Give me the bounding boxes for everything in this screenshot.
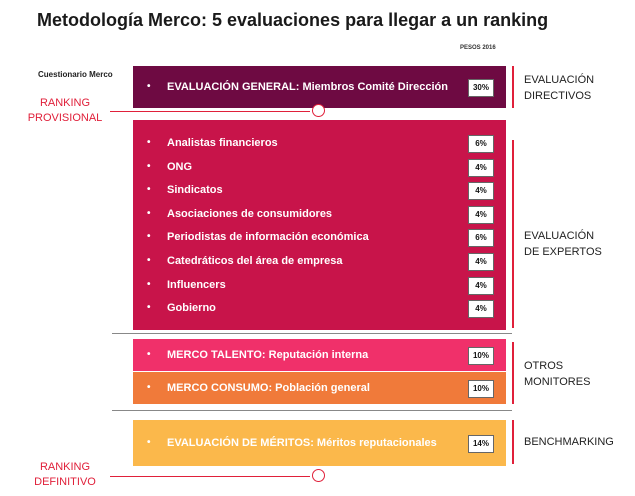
consumo-item: • MERCO CONSUMO: Población general 10% bbox=[133, 379, 506, 398]
separator-line bbox=[112, 333, 512, 334]
expertos-item: • ONG 4% bbox=[133, 158, 506, 177]
expertos-item-text: Analistas financieros bbox=[167, 137, 278, 149]
expertos-item-weight: 4% bbox=[468, 253, 494, 271]
directivos-group-label: EVALUACIÓN DIRECTIVOS bbox=[524, 72, 594, 104]
expertos-item: • Catedráticos del área de empresa 4% bbox=[133, 252, 506, 271]
benchmarking-bracket-line bbox=[512, 420, 514, 464]
expertos-item-weight: 4% bbox=[468, 158, 494, 177]
bullet-icon: • bbox=[147, 382, 151, 393]
ranking-definitivo-line2: DEFINITIVO bbox=[34, 476, 96, 488]
ranking-provisional-line1: RANKING bbox=[39, 97, 91, 109]
expertos-item-weight: 4% bbox=[468, 205, 494, 224]
bullet-icon: • bbox=[147, 349, 151, 360]
expertos-label-line2: DE EXPERTOS bbox=[524, 246, 602, 258]
ranking-definitivo-label: RANKING DEFINITIVO bbox=[20, 460, 110, 490]
expertos-item-weight: 4% bbox=[468, 276, 494, 295]
expertos-item: • Influencers 4% bbox=[133, 276, 506, 295]
bullet-icon: • bbox=[147, 160, 151, 172]
expertos-item-weight: 4% bbox=[468, 300, 494, 319]
expertos-item-text: Catedráticos del área de empresa bbox=[167, 255, 343, 267]
bullet-icon: • bbox=[147, 231, 151, 243]
expertos-bracket-line bbox=[512, 140, 514, 328]
ranking-definitivo-line1: RANKING bbox=[39, 461, 91, 473]
directivos-label-line1: EVALUACIÓN bbox=[524, 74, 595, 86]
expertos-box: • Analistas financieros 6% • ONG 4% • Sindicato… bbox=[133, 120, 506, 330]
expertos-item: • Asociaciones de consumidores 4% bbox=[133, 205, 506, 224]
expertos-item-text: Asociaciones de consumidores bbox=[167, 207, 333, 220]
meritos-item: • EVALUACIÓN DE MÉRITOS: Méritos reputac… bbox=[133, 434, 506, 453]
bullet-icon: • bbox=[147, 437, 151, 448]
expertos-group-label: EVALUACIÓN DE EXPERTOS bbox=[524, 228, 602, 260]
otros-label-line2: MONITORES bbox=[524, 376, 591, 388]
consumo-box: • MERCO CONSUMO: Población general 10% bbox=[133, 372, 506, 404]
bullet-icon: • bbox=[147, 184, 151, 196]
expertos-item-weight: 6% bbox=[468, 135, 494, 153]
expertos-item-weight: 4% bbox=[468, 182, 494, 201]
provisional-connector bbox=[110, 111, 310, 112]
directivos-item-weight: 30% bbox=[468, 79, 494, 97]
benchmarking-label-line1: BENCHMARKING bbox=[524, 436, 614, 448]
expertos-item-text: Periodistas de información económica bbox=[167, 231, 369, 244]
consumo-item-weight: 10% bbox=[468, 380, 494, 398]
directivos-box: • EVALUACIÓN GENERAL: Miembros Comité Di… bbox=[133, 66, 506, 108]
meritos-item-weight: 14% bbox=[468, 435, 494, 453]
page-title: Metodología Merco: 5 evaluaciones para l… bbox=[37, 10, 549, 30]
directivos-item: • EVALUACIÓN GENERAL: Miembros Comité Di… bbox=[133, 78, 506, 97]
meritos-item-text: EVALUACIÓN DE MÉRITOS: Méritos reputacio… bbox=[167, 437, 437, 449]
cuestionario-label: Cuestionario Merco bbox=[38, 70, 113, 79]
ranking-provisional-line2: PROVISIONAL bbox=[27, 112, 103, 124]
otros-group-label: OTROS MONITORES bbox=[524, 358, 590, 390]
expertos-item: • Analistas financieros 6% bbox=[133, 134, 506, 153]
bullet-icon: • bbox=[147, 278, 151, 290]
definitivo-circle-marker bbox=[312, 469, 325, 482]
directivos-item-text: EVALUACIÓN GENERAL: Miembros Comité Dire… bbox=[167, 81, 448, 93]
meritos-box: • EVALUACIÓN DE MÉRITOS: Méritos reputac… bbox=[133, 420, 506, 466]
expertos-item-weight: 6% bbox=[468, 229, 494, 248]
benchmarking-group-label: BENCHMARKING bbox=[524, 434, 614, 450]
directivos-bracket-line bbox=[512, 66, 514, 108]
expertos-item: • Gobierno 4% bbox=[133, 299, 506, 319]
bullet-icon: • bbox=[147, 137, 151, 148]
bullet-icon: • bbox=[147, 81, 151, 92]
talento-item: • MERCO TALENTO: Reputación interna 10% bbox=[133, 346, 506, 365]
bullet-icon: • bbox=[147, 255, 151, 266]
otros-label-line1: OTROS bbox=[524, 360, 564, 372]
bullet-icon: • bbox=[147, 207, 151, 219]
talento-item-weight: 10% bbox=[468, 347, 494, 365]
expertos-item-text: Gobierno bbox=[167, 302, 216, 315]
expertos-item-text: ONG bbox=[167, 160, 193, 173]
ranking-provisional-label: RANKING PROVISIONAL bbox=[20, 96, 110, 126]
pesos-label: PESOS 2016 bbox=[460, 45, 496, 51]
otros-bracket-line bbox=[512, 342, 514, 404]
provisional-circle-marker bbox=[312, 104, 325, 117]
directivos-label-line2: DIRECTIVOS bbox=[524, 90, 592, 102]
separator-line bbox=[112, 410, 512, 411]
definitivo-connector bbox=[110, 476, 310, 477]
expertos-item: • Sindicatos 4% bbox=[133, 181, 506, 201]
expertos-label-line1: EVALUACIÓN bbox=[524, 230, 595, 242]
expertos-item: • Periodistas de información económica 6% bbox=[133, 228, 506, 248]
bullet-icon: • bbox=[147, 302, 151, 314]
expertos-item-text: Influencers bbox=[167, 278, 226, 291]
consumo-item-text: MERCO CONSUMO: Población general bbox=[167, 382, 370, 394]
talento-box: • MERCO TALENTO: Reputación interna 10% bbox=[133, 339, 506, 371]
talento-item-text: MERCO TALENTO: Reputación interna bbox=[167, 349, 369, 361]
expertos-item-text: Sindicatos bbox=[167, 184, 223, 197]
